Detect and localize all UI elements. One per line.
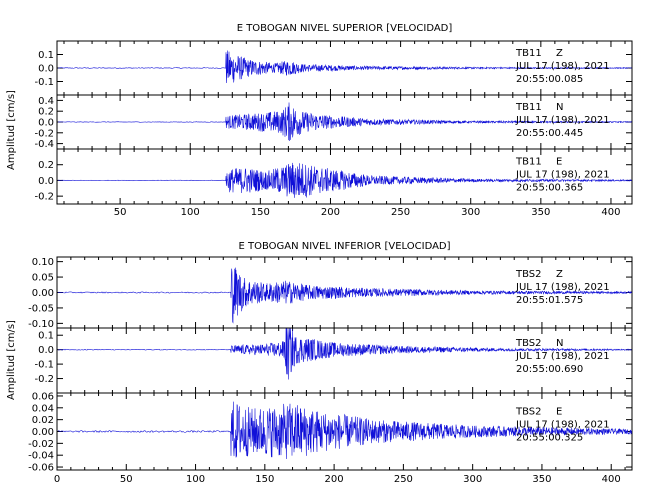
component-label: N <box>556 338 563 349</box>
x-tick-label: 0 <box>54 474 60 485</box>
date-label: JUL 17 (198), 2021 <box>515 115 610 126</box>
y-tick-label: 0.04 <box>32 403 54 414</box>
y-tick-label: 0.00 <box>32 427 54 438</box>
x-tick-label: 350 <box>531 207 550 218</box>
y-tick-label: -0.06 <box>28 463 54 474</box>
y-tick-label: -0.1 <box>34 77 54 88</box>
station-label: TB11 <box>515 48 542 59</box>
date-label: JUL 17 (198), 2021 <box>515 61 610 72</box>
y-tick-label: -0.10 <box>28 319 54 330</box>
time-label: 20:55:00.690 <box>516 364 583 375</box>
y-tick-label: -0.2 <box>34 192 54 203</box>
y-tick-label: 0.0 <box>38 345 54 356</box>
y-tick-label: -0.4 <box>34 139 54 150</box>
x-tick-label: 100 <box>181 207 200 218</box>
date-label: JUL 17 (198), 2021 <box>515 420 610 431</box>
y-tick-label: 0.1 <box>38 331 54 342</box>
x-tick-label: 250 <box>391 207 410 218</box>
station-label: TBS2 <box>515 338 542 349</box>
time-label: 20:55:01.575 <box>516 295 583 306</box>
x-tick-label: 300 <box>463 474 482 485</box>
x-tick-label: 250 <box>394 474 413 485</box>
x-tick-label: 200 <box>325 474 344 485</box>
y-axis-label: Amplitud [cm/s] <box>6 90 17 170</box>
y-axis-label: Amplitud [cm/s] <box>6 320 17 400</box>
y-tick-label: 0.1 <box>38 50 54 61</box>
trace-panel-tb11-n: 0.40.20.0-0.2-0.4 TB11 N JUL 17 (198), 2021… <box>34 94 633 150</box>
y-tick-label: -0.1 <box>34 360 54 371</box>
time-label: 20:55:00.365 <box>516 182 583 193</box>
y-tick-label: -0.04 <box>28 451 54 462</box>
x-tick-label: 400 <box>602 474 621 485</box>
trace-panel-tb11-z: 0.1 0.0 -0.1 TB11 Z JUL 17 (198), 2021 20:55:0… <box>34 40 633 96</box>
trace-panel-tbs2-e: 0.060.040.020.00-0.02-0.04-0.06 TBS2 E JUL … <box>28 391 633 474</box>
station-label: TB11 <box>515 156 542 167</box>
component-label: N <box>556 102 563 113</box>
date-label: JUL 17 (198), 2021 <box>515 351 610 362</box>
waveform-trace <box>57 401 632 459</box>
waveform-trace <box>57 102 632 142</box>
waveform-trace <box>57 162 632 198</box>
x-tick-label: 300 <box>461 207 480 218</box>
y-tick-label: 0.0 <box>38 118 54 129</box>
x-tick-label: 400 <box>601 207 620 218</box>
y-tick-label: 0.05 <box>32 273 54 284</box>
x-tick-label: 350 <box>532 474 551 485</box>
trace-panel-tb11-e: 0.2 0.0 -0.2 TB11 E JUL 17 (198), 2021 20:55:0… <box>34 148 633 205</box>
trace-panel-tbs2-n: 0.1 0.0 -0.1 -0.2 TBS2 N JUL 17 (198), 2021 20:… <box>34 327 633 394</box>
station-label: TB11 <box>515 102 542 113</box>
waveform-trace <box>57 267 632 324</box>
date-label: JUL 17 (198), 2021 <box>515 169 610 180</box>
y-tick-label: 0.02 <box>32 415 54 426</box>
y-tick-label: -0.02 <box>28 439 54 450</box>
y-tick-label: -0.05 <box>28 303 54 314</box>
time-label: 20:55:00.325 <box>516 433 583 444</box>
date-label: JUL 17 (198), 2021 <box>515 282 610 293</box>
chart-title: E TOBOGAN NIVEL SUPERIOR [VELOCIDAD] <box>237 23 453 34</box>
y-tick-label: 0.06 <box>32 391 54 402</box>
y-tick-label: -0.2 <box>34 374 54 385</box>
station-label: TBS2 <box>515 407 542 418</box>
component-label: E <box>556 407 562 418</box>
y-tick-label: 0.0 <box>38 176 54 187</box>
y-tick-label: 0.10 <box>32 257 54 268</box>
x-tick-label: 200 <box>321 207 340 218</box>
x-tick-label: 50 <box>114 207 127 218</box>
y-tick-label: 0.0 <box>38 64 54 75</box>
y-tick-label: 0.2 <box>38 160 54 171</box>
x-tick-label: 150 <box>251 207 270 218</box>
station-label: TBS2 <box>515 269 542 280</box>
x-tick-label: 100 <box>186 474 205 485</box>
x-tick-label: 150 <box>255 474 274 485</box>
chart-title: E TOBOGAN NIVEL INFERIOR [VELOCIDAD] <box>238 241 450 252</box>
y-tick-label: -0.2 <box>34 128 54 139</box>
time-label: 20:55:00.085 <box>516 74 583 85</box>
time-label: 20:55:00.445 <box>516 128 583 139</box>
component-label: E <box>556 156 562 167</box>
waveform-trace <box>57 328 632 380</box>
component-label: Z <box>556 48 563 59</box>
component-label: Z <box>556 269 563 280</box>
y-tick-label: 0.2 <box>38 107 54 118</box>
x-tick-label: 50 <box>120 474 133 485</box>
trace-panel-tbs2-z: 0.10 0.05 0.00 -0.05 -0.10 TBS2 Z JUL 17 (198),… <box>28 256 633 330</box>
waveform-trace <box>57 50 632 84</box>
y-tick-label: 0.4 <box>38 96 54 107</box>
y-tick-label: 0.00 <box>32 288 54 299</box>
